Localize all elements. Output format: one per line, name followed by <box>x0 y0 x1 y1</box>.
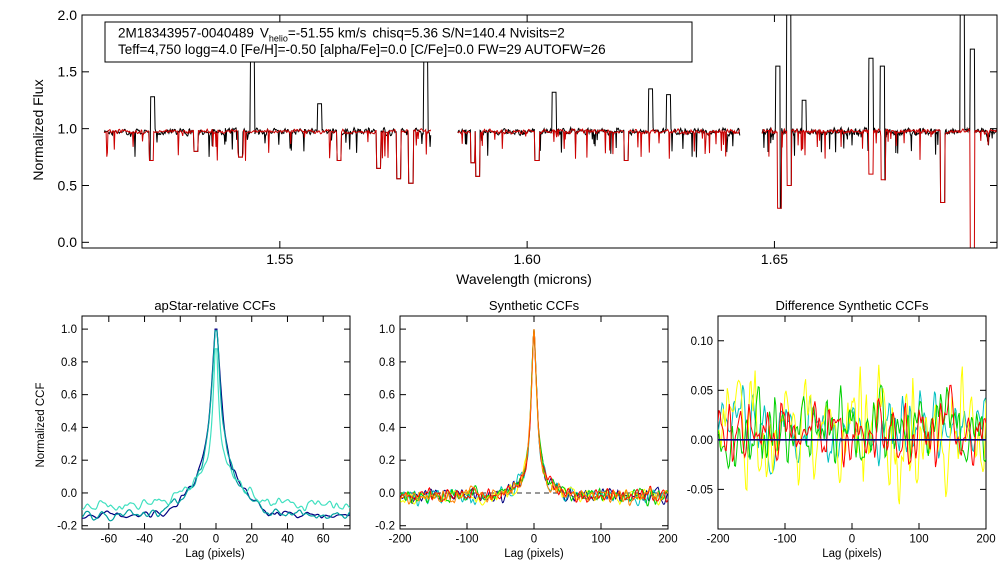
apstar-ccf-lines <box>82 328 350 522</box>
annotation-line-1: 2M18343957-0040489 Vhelio=-51.55 km/s chis… <box>118 26 565 44</box>
apstar-ccf-visit-2-line <box>82 330 350 522</box>
apstar-ccf-xtick-label: -60 <box>100 534 117 546</box>
synthetic-ccf-ytick-label: 0.6 <box>379 390 395 402</box>
synthetic-ccf-xtick-label: -200 <box>388 534 411 546</box>
difference-ccf-lines <box>718 364 986 505</box>
apstar-ccf-ytick-label: 1.0 <box>61 324 77 336</box>
difference-ccf-visit-2-line <box>718 364 986 505</box>
synthetic-ccf-xtick-label: 100 <box>591 534 610 546</box>
difference-ccf-xtick-label: -100 <box>773 534 796 546</box>
difference-ccf-xtick-label: 200 <box>976 534 995 546</box>
difference-ccf-ytick-label: 0.10 <box>691 336 713 348</box>
synthetic-ccf-ytick-label: 0.8 <box>379 357 395 369</box>
apstar-ccf-ytick-label: 0.0 <box>61 488 77 500</box>
apstar-ccf-ylabel: Normalized CCF <box>35 383 47 468</box>
difference-ccf-ytick-label: 0.05 <box>691 385 713 397</box>
apstar-ccf-visit-1-line <box>82 328 350 519</box>
apstar-ccf-xtick-label: 40 <box>281 534 294 546</box>
spectrum-observed-line-chip3 <box>761 15 997 209</box>
spectrum-ytick-label: 0.5 <box>58 177 78 193</box>
v-subscript: helio <box>269 34 288 44</box>
apstar-ccf-xtick-label: 20 <box>245 534 258 546</box>
synthetic-ccf-template-line <box>400 329 668 507</box>
synthetic-ccf-ytick-label: 0.0 <box>379 488 395 500</box>
synthetic-ccf-title: Synthetic CCFs <box>489 298 580 313</box>
synthetic-ccf-visit-3-line <box>400 329 668 507</box>
synthetic-ccf-xtick-label: 200 <box>658 534 677 546</box>
apstar-ccf-title: apStar-relative CCFs <box>154 298 276 313</box>
difference-ccf-title: Difference Synthetic CCFs <box>776 298 929 313</box>
spectrum-ytick-label: 0.0 <box>58 234 78 250</box>
apstar-ccf-ytick-label: 0.2 <box>61 455 77 467</box>
spectrum-synthetic-line-chip1 <box>104 128 432 184</box>
synthetic-ccf-combined-line <box>400 329 668 506</box>
spectrum-xtick-label: 1.65 <box>761 251 788 267</box>
difference-ccf-ytick-label: -0.05 <box>687 484 713 496</box>
apstar-ccf-xtick-label: 0 <box>213 534 219 546</box>
difference-ccf-ytick-label: 0.00 <box>691 435 713 447</box>
difference-ccf-xtick-label: -200 <box>706 534 729 546</box>
spectrum-ytick-label: 1.0 <box>58 121 78 137</box>
synthetic-ccf-ytick-label: -0.2 <box>375 521 395 533</box>
difference-ccf-panel: Difference Synthetic CCFs Lag (pixels) -… <box>687 298 996 560</box>
apstar-ccf-ytick-label: 0.4 <box>61 422 78 434</box>
spectrum-xtick-label: 1.55 <box>266 251 293 267</box>
annotation-box <box>104 21 693 63</box>
synthetic-ccf-panel: Synthetic CCFs Lag (pixels) -200 -100 0 100… <box>375 298 677 560</box>
apstar-ccf-xlabel: Lag (pixels) <box>185 548 245 560</box>
apstar-ccf-visit-3-line <box>82 348 350 512</box>
star-id: 2M18343957-0040489 <box>118 26 254 41</box>
difference-ccf-visit-4-line <box>718 384 986 468</box>
synthetic-ccf-ytick-label: 0.2 <box>379 455 395 467</box>
spectrum-lines <box>103 15 997 248</box>
synthetic-ccf-visit-1-line <box>400 329 668 507</box>
synthetic-ccf-xtick-label: 0 <box>531 534 537 546</box>
apstar-ccf-frame <box>81 315 351 530</box>
difference-ccf-visit-3-line <box>718 384 986 470</box>
synthetic-ccf-ytick-label: 1.0 <box>379 324 395 336</box>
v-helio-value: =-51.55 km/s <box>288 26 367 41</box>
synthetic-ccf-xtick-label: -100 <box>455 534 478 546</box>
apstar-ccf-ytick-label: 0.8 <box>61 357 77 369</box>
spectrum-ylabel: Normalized Flux <box>30 79 46 180</box>
stellar-params: Teff=4,750 logg=4.0 [Fe/H]=-0.50 [alpha/… <box>118 42 606 57</box>
spectrum-xtick-label: 1.60 <box>514 251 541 267</box>
difference-ccf-xtick-label: 100 <box>909 534 928 546</box>
apstar-ccf-xtick-label: -20 <box>172 534 189 546</box>
spectrum-ytick-label: 1.5 <box>58 64 78 80</box>
apstar-ccf-xtick-label: 60 <box>317 534 330 546</box>
synthetic-ccf-visit-4-line <box>400 329 668 503</box>
synthetic-ccf-xlabel: Lag (pixels) <box>504 548 564 560</box>
spectrum-axes: 1.55 1.60 1.65 0.0 0.5 1.0 1.5 2.0 <box>58 7 998 267</box>
spectrum-panel: 1.55 1.60 1.65 0.0 0.5 1.0 1.5 2.0 2M18343957-0… <box>30 7 998 287</box>
apstar-ccf-panel: apStar-relative CCFs Lag (pixels) Normal… <box>35 298 351 560</box>
apstar-ccf-xtick-label: -40 <box>136 534 153 546</box>
spectrum-synthetic-line-chip3 <box>761 127 997 248</box>
difference-ccf-xlabel: Lag (pixels) <box>822 548 882 560</box>
spectrum-xlabel: Wavelength (microns) <box>456 271 592 287</box>
spectrum-frame <box>81 14 998 249</box>
apstar-ccf-ytick-label: -0.2 <box>57 521 77 533</box>
apstar-ccf-ytick-label: 0.6 <box>61 390 77 402</box>
spectrum-observed-line-chip2 <box>457 88 741 177</box>
spectrum-observed-line-chip1 <box>103 57 432 184</box>
synthetic-ccf-ytick-label: 0.4 <box>379 422 396 434</box>
difference-ccf-xtick-label: 0 <box>849 534 855 546</box>
spectrum-synthetic-line-chip2 <box>457 128 741 177</box>
synthetic-ccf-lines <box>400 329 668 507</box>
v-label: V <box>260 26 269 41</box>
fit-stats: chisq=5.36 S/N=140.4 Nvisits=2 <box>372 26 565 41</box>
synthetic-ccf-visit-2-line <box>400 329 668 506</box>
spectrum-ytick-label: 2.0 <box>58 7 78 23</box>
